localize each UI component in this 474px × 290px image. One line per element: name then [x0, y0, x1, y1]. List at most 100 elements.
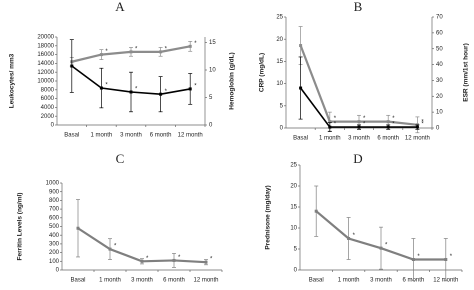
point — [386, 125, 390, 129]
y-tick-label: 600 — [49, 215, 60, 221]
y-axis-label: Prednisone (mg/day) — [265, 185, 272, 249]
x-tick-label: 3 month — [370, 278, 392, 284]
x-tick-label: 6 month — [377, 136, 399, 142]
significance-marker: * — [146, 256, 149, 262]
significance-marker: * — [450, 254, 453, 260]
y-tick-label: 400 — [49, 233, 60, 239]
point — [159, 50, 163, 54]
point — [347, 237, 351, 240]
point — [99, 53, 103, 57]
x-tick-label: 1 month — [338, 278, 360, 284]
y-tick-label: 6000 — [41, 96, 55, 102]
y2-axis-label: ESR (mm/1st hour) — [463, 43, 470, 102]
y-tick-label: 18000 — [37, 43, 54, 49]
y-tick-label: 700 — [49, 207, 60, 213]
point — [357, 120, 361, 124]
y-tick-label: 10 — [290, 226, 297, 232]
x-tick-label: 12 month — [178, 133, 203, 139]
y-tick-label: 1000 — [46, 181, 60, 187]
y2-tick-label: 0 — [436, 126, 440, 132]
y-tick-label: 20000 — [37, 35, 54, 41]
x-tick-label: Basal — [64, 133, 79, 139]
y-tick-label: 10 — [276, 81, 283, 87]
y2-tick-label: 5 — [209, 95, 213, 101]
significance-marker: * — [194, 41, 197, 47]
x-tick-label: 3 month — [131, 278, 153, 284]
y-axis-label: Leukocytes/ mm3 — [9, 53, 16, 108]
significance-marker: * — [334, 122, 337, 128]
y-tick-label: 800 — [49, 198, 60, 204]
y-tick-label: 15 — [290, 205, 297, 211]
y-tick-label: 8000 — [41, 87, 55, 93]
y2-tick-label: 40 — [436, 62, 443, 68]
significance-marker: * — [334, 116, 337, 122]
x-tick-label: 1 month — [319, 136, 341, 142]
point — [76, 226, 80, 230]
significance-marker: * — [385, 243, 388, 249]
significance-marker: * — [194, 83, 197, 89]
significance-marker: * — [421, 122, 424, 128]
y-tick-label: 20 — [290, 184, 297, 190]
x-tick-label: 12 month — [193, 278, 218, 284]
y-axis-label: CRP (mg/dL) — [259, 53, 266, 92]
y2-tick-label: 50 — [436, 46, 443, 52]
point — [129, 90, 133, 94]
point — [108, 247, 112, 251]
y-tick-label: 0 — [280, 126, 284, 132]
y-tick-label: 20 — [276, 37, 283, 43]
y-tick-label: 0 — [51, 123, 55, 129]
x-tick-label: 1 month — [99, 278, 121, 284]
point — [159, 92, 163, 96]
y2-tick-label: 30 — [436, 78, 443, 84]
y-tick-label: 100 — [49, 259, 60, 265]
y-tick-label: 500 — [49, 224, 60, 230]
point — [328, 125, 332, 129]
point — [357, 125, 361, 129]
x-tick-label: Basal — [293, 136, 308, 142]
y-tick-label: 0 — [294, 268, 298, 274]
y-axis-label: Ferritin Levels (ng/ml) — [17, 193, 24, 261]
y2-axis-label: Hemoglobin (g/dL) — [229, 52, 236, 109]
significance-marker: * — [135, 87, 138, 93]
y2-tick-label: 0 — [209, 123, 213, 129]
point — [314, 209, 318, 213]
significance-marker: * — [363, 116, 366, 122]
significance-marker: * — [353, 233, 356, 239]
significance-marker: * — [392, 116, 395, 122]
significance-marker: * — [421, 119, 424, 125]
significance-marker: * — [114, 244, 117, 250]
y-tick-label: 15 — [276, 59, 283, 65]
significance-marker: * — [165, 89, 168, 95]
y-tick-label: 12000 — [37, 70, 54, 76]
panel-title: C — [116, 151, 125, 166]
y-tick-label: 5 — [294, 247, 298, 253]
y-tick-label: 4000 — [41, 105, 55, 111]
x-tick-label: 12 month — [405, 136, 430, 142]
x-tick-label: Basal — [309, 278, 324, 284]
y-tick-label: 300 — [49, 241, 60, 247]
point — [415, 125, 419, 129]
x-tick-label: 3 month — [348, 136, 370, 142]
panel-title: D — [353, 151, 362, 166]
y-tick-label: 25 — [276, 15, 283, 21]
significance-marker: * — [417, 254, 420, 260]
x-tick-label: 1 month — [91, 133, 113, 139]
significance-marker: * — [105, 83, 108, 89]
y-tick-label: 25 — [290, 163, 297, 169]
significance-marker: * — [363, 122, 366, 128]
panel-title: A — [115, 0, 125, 14]
x-tick-label: Basal — [70, 278, 85, 284]
point — [411, 258, 415, 261]
y-tick-label: 2000 — [41, 114, 55, 120]
y2-tick-label: 20 — [436, 94, 443, 100]
significance-marker: * — [178, 255, 181, 261]
point — [99, 86, 103, 90]
point — [140, 259, 144, 263]
x-tick-label: 3 month — [120, 133, 142, 139]
point — [70, 64, 74, 68]
y2-tick-label: 15 — [209, 40, 216, 46]
y-tick-label: 10000 — [37, 79, 54, 85]
y-tick-label: 0 — [56, 268, 60, 274]
y2-tick-label: 10 — [209, 68, 216, 74]
